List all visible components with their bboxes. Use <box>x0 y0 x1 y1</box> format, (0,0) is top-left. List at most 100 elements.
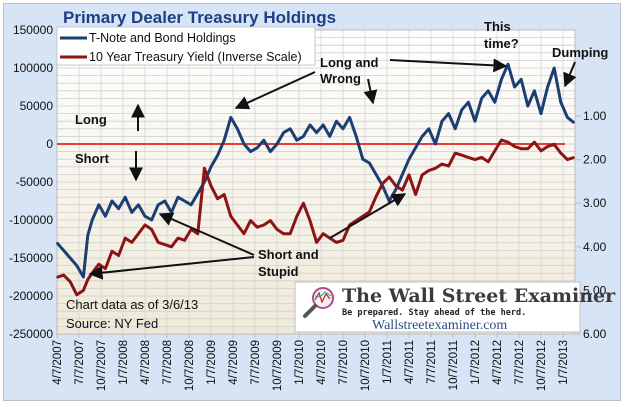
data-point-holdings <box>98 204 100 206</box>
series-line-yield <box>56 138 575 297</box>
x-tick-label: 10/7/2007 <box>96 340 108 391</box>
data-point-holdings <box>263 139 265 141</box>
arrow-long-wrong-1 <box>234 71 316 110</box>
data-point-yield <box>553 143 555 146</box>
data-point-yield <box>388 176 391 178</box>
data-point-holdings <box>355 135 358 138</box>
data-point-yield <box>401 189 404 191</box>
data-point-holdings <box>322 124 325 126</box>
x-tick-label: 10/7/2010 <box>360 340 372 391</box>
data-point-holdings <box>104 215 107 217</box>
data-point-holdings <box>117 207 120 210</box>
data-point-yield <box>527 147 529 150</box>
x-tick-label: 1/7/2013 <box>558 340 570 385</box>
data-point-yield <box>69 280 71 283</box>
data-point-holdings <box>480 97 483 100</box>
series-line-holdings <box>55 62 575 279</box>
data-point-yield <box>190 228 192 231</box>
x-axis: 4/7/2007 7/7/2007 10/7/2007 1/7/2008 4/7/200… <box>52 334 570 391</box>
data-point-yield <box>507 141 509 143</box>
x-tick-label: 7/7/2011 <box>426 340 438 384</box>
annotation-stupid: Stupid <box>258 264 298 279</box>
left-tick-label: -100000 <box>9 213 53 227</box>
data-point-yield <box>82 289 85 292</box>
annotation-short: Short <box>75 151 110 166</box>
data-point-yield <box>170 246 173 248</box>
data-point-yield <box>263 224 265 226</box>
data-point-holdings <box>414 147 417 149</box>
data-point-yield <box>164 243 166 246</box>
watermark-box <box>294 281 581 333</box>
x-tick-label: 7/7/2009 <box>250 340 262 385</box>
data-point-holdings <box>434 143 437 145</box>
data-point-yield <box>183 239 186 242</box>
data-point-yield <box>296 215 298 218</box>
data-point-holdings <box>144 215 146 217</box>
data-point-yield <box>117 254 120 257</box>
data-point-yield <box>540 150 542 152</box>
right-tick-label: 5.00 <box>583 283 607 297</box>
data-point-yield <box>461 154 463 157</box>
arrow-to-this-time <box>389 58 508 73</box>
data-point-yield <box>269 219 272 222</box>
data-point-holdings <box>395 188 397 191</box>
data-point-holdings <box>342 128 344 130</box>
data-point-yield <box>335 241 338 244</box>
left-tick-label: -50000 <box>16 175 54 189</box>
data-point-holdings <box>573 121 575 124</box>
data-point-holdings <box>309 124 311 126</box>
data-point-yield <box>87 278 89 281</box>
right-tick-label: 2.00 <box>583 153 607 167</box>
data-point-holdings <box>210 166 212 168</box>
data-point-holdings <box>276 143 278 145</box>
data-point-yield <box>494 150 496 152</box>
x-tick-label: 10/7/2009 <box>272 340 284 391</box>
data-point-yield <box>124 237 126 239</box>
data-point-holdings <box>348 116 351 119</box>
data-point-yield <box>375 195 377 198</box>
data-point-holdings <box>421 135 424 138</box>
data-point-holdings <box>243 143 245 145</box>
arrow-dumping <box>563 61 577 88</box>
data-point-yield <box>434 167 437 170</box>
data-point-holdings <box>131 211 133 214</box>
x-tick-label: 10/7/2008 <box>184 340 196 391</box>
data-point-holdings <box>428 128 430 130</box>
data-point-yield <box>177 237 179 239</box>
left-tick-label: -200000 <box>9 289 53 303</box>
legend-label-yield: 10 Year Treasury Yield (Inverse Scale) <box>89 50 302 64</box>
data-point-holdings <box>76 264 78 267</box>
left-tick-label: 0 <box>46 137 53 151</box>
data-point-yield <box>381 182 384 185</box>
annotation-dumping: Dumping <box>552 45 608 60</box>
data-point-holdings <box>329 135 331 138</box>
data-point-holdings <box>230 116 232 119</box>
chart-title: Primary Dealer Treasury Holdings <box>63 8 336 27</box>
data-point-yield <box>111 250 113 252</box>
annotation-time: time? <box>484 36 519 51</box>
data-point-holdings <box>296 139 298 141</box>
data-point-holdings <box>461 109 463 111</box>
data-point-holdings <box>91 219 93 221</box>
data-point-yield <box>62 274 65 276</box>
legend-label-holdings: T-Note and Bond Holdings <box>89 31 236 45</box>
annotation-wrong: Wrong <box>320 71 361 86</box>
data-point-holdings <box>216 154 219 157</box>
data-point-holdings <box>111 200 113 202</box>
data-point-holdings <box>401 173 404 176</box>
watermark-tagline: Be prepared. Stay ahead of the herd. <box>342 308 526 318</box>
data-point-holdings <box>236 128 239 130</box>
data-point-holdings <box>447 112 450 115</box>
data-point-yield <box>249 219 252 222</box>
data-point-yield <box>322 232 325 235</box>
data-point-holdings <box>56 242 58 244</box>
data-point-yield <box>276 228 278 231</box>
x-tick-label: 4/7/2009 <box>228 340 240 385</box>
data-point-holdings <box>375 173 377 176</box>
data-point-holdings <box>150 219 153 221</box>
data-point-holdings <box>540 112 542 115</box>
annotation-long-and: Long and <box>320 55 379 70</box>
arrow-short-stupid-1 <box>158 212 255 256</box>
data-point-yield <box>428 169 430 172</box>
